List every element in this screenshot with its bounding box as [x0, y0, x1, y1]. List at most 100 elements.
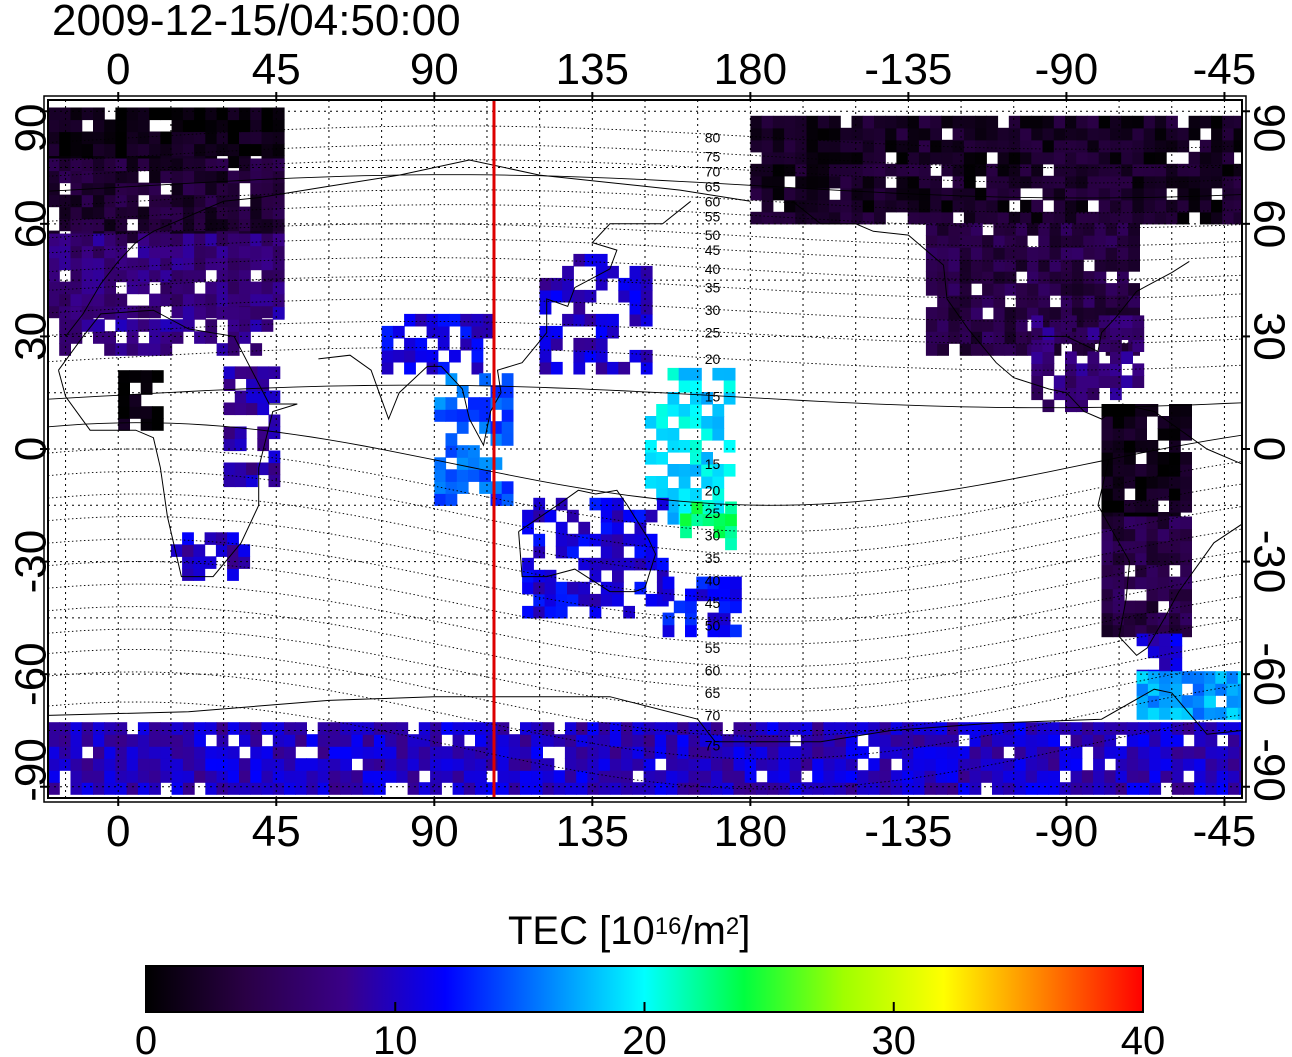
tec-cell	[261, 245, 274, 259]
tec-cell	[194, 770, 206, 783]
tec-cell	[1192, 707, 1205, 720]
tec-cell	[471, 361, 484, 375]
tec-cell	[1135, 488, 1147, 501]
tec-cell	[589, 557, 602, 571]
tec-cell	[578, 533, 591, 547]
tec-cell	[948, 295, 961, 308]
tec-cell	[948, 319, 961, 332]
tec-cell	[1076, 387, 1088, 401]
tec-cell	[702, 513, 715, 527]
tec-cell	[93, 233, 105, 247]
tec-cell	[1194, 770, 1206, 783]
tec-cell	[381, 337, 394, 351]
tec-cell	[531, 770, 543, 783]
tec-cell	[823, 770, 836, 783]
tec-cell	[1072, 235, 1084, 248]
tec-cell	[272, 119, 285, 133]
tec-cell	[501, 385, 514, 398]
tec-cell	[93, 305, 105, 319]
tec-cell	[993, 271, 1006, 284]
tec-cell	[160, 281, 173, 295]
tec-cell	[1192, 695, 1205, 708]
tec-cell	[482, 325, 495, 339]
tec-cell	[1094, 283, 1107, 296]
tec-cell	[392, 349, 405, 363]
tec-cell	[772, 115, 785, 129]
tec-cell	[1160, 734, 1173, 747]
tec-cell	[160, 158, 173, 172]
tec-cell	[1117, 235, 1129, 248]
tec-cell	[1199, 163, 1212, 177]
tec-cell	[1149, 734, 1162, 747]
contour-label: 15	[705, 388, 721, 404]
tec-cell	[126, 746, 139, 759]
tec-cell	[643, 758, 656, 771]
tec-cell	[862, 211, 875, 225]
tec-cell	[1124, 440, 1136, 453]
tec-cell	[685, 612, 697, 626]
tec-cell	[1098, 151, 1111, 165]
contour-line	[48, 628, 1242, 713]
tec-cell	[93, 119, 105, 133]
tec-cell	[250, 782, 263, 795]
tec-cell	[691, 513, 704, 527]
tec-cell	[149, 245, 161, 259]
tec-cell	[1042, 363, 1055, 376]
tec-cell	[1117, 247, 1129, 260]
tec-cell	[817, 139, 830, 153]
tec-cell	[632, 722, 645, 735]
tec-cell	[171, 119, 184, 133]
tec-cell	[918, 127, 931, 141]
tec-cell	[1188, 199, 1201, 213]
tec-cell	[885, 127, 897, 141]
lat-label-right: -30	[1245, 530, 1292, 594]
tec-cell	[70, 758, 83, 771]
tec-cell	[952, 199, 965, 213]
tec-cell	[834, 758, 847, 771]
tec-cell	[645, 440, 657, 453]
tec-cell	[1031, 339, 1044, 352]
tec-cell	[268, 450, 281, 464]
tec-cell	[896, 139, 909, 153]
lon-label-bottom: 90	[410, 807, 459, 856]
tec-cell	[688, 722, 701, 735]
tec-cell	[140, 406, 153, 419]
tec-cell	[1124, 516, 1136, 530]
tec-cell	[194, 218, 206, 232]
tec-cell	[1146, 588, 1159, 602]
tec-cell	[48, 233, 60, 247]
tec-cell	[149, 293, 161, 307]
tec-cell	[238, 556, 251, 569]
tec-cell	[643, 746, 656, 759]
tec-cell	[662, 624, 675, 638]
tec-cell	[701, 452, 713, 465]
tec-cell	[104, 245, 116, 259]
tec-cell	[784, 199, 796, 213]
tec-cell	[935, 746, 948, 759]
tec-cell	[81, 293, 94, 307]
tec-cell	[70, 131, 83, 145]
tec-cell	[160, 770, 173, 783]
tec-cell	[643, 770, 656, 783]
tec-cell	[216, 131, 229, 145]
tec-cell	[1081, 722, 1094, 735]
tec-cell	[118, 382, 130, 395]
tec-cell	[1159, 695, 1171, 708]
tec-cell	[149, 770, 161, 783]
tec-cell	[761, 139, 774, 153]
tec-cell	[160, 343, 173, 356]
tec-cell	[1065, 387, 1077, 401]
contour-line	[48, 275, 1242, 300]
tec-cell	[104, 170, 116, 184]
tec-cell	[381, 361, 394, 375]
tec-cell	[937, 271, 949, 284]
tec-cell	[542, 734, 555, 747]
tec-cell	[239, 758, 251, 771]
tec-cell	[140, 370, 153, 383]
tec-cell	[160, 107, 173, 121]
tec-cell	[486, 746, 499, 759]
tec-cell	[1194, 722, 1206, 735]
tec-cell	[104, 131, 116, 145]
tec-cell	[160, 257, 173, 271]
tec-cell	[104, 746, 116, 759]
